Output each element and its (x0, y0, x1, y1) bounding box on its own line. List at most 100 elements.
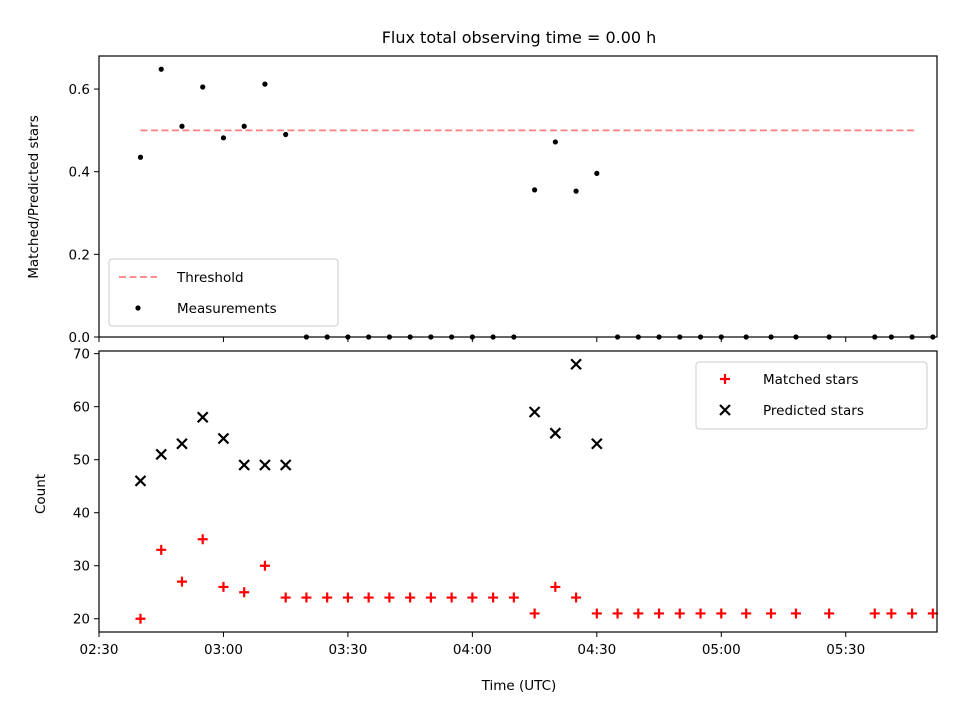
y-tick-label: 50 (73, 453, 90, 469)
y-tick-label: 40 (73, 506, 90, 522)
measurement-point (137, 154, 144, 160)
ratio-y-axis-label: Matched/Predicted stars (26, 115, 42, 278)
count-ticks: 02:30 03:00 03:30 04:00 04:30 05:00 05:30 20 30 4… (73, 347, 865, 658)
count-legend: Matched stars Predicted stars (695, 361, 928, 430)
predicted-star-point (134, 475, 147, 487)
x-axis-label: Time (UTC) (481, 678, 557, 694)
predicted-star-point (549, 427, 562, 439)
measurement-point (179, 123, 185, 129)
ratio-panel: 0.0 0.2 0.4 0.6 Matched/Predicted stars Thr… (26, 55, 938, 346)
matched-star-point (176, 576, 187, 587)
matched-star-point (363, 592, 374, 603)
matched-star-point (135, 613, 146, 624)
x-tick-label: 05:00 (702, 642, 741, 658)
y-tick-label: 0.4 (69, 165, 90, 181)
figure-title: Flux total observing time = 0.00 h (382, 28, 657, 47)
matched-star-point (550, 581, 561, 592)
matched-star-point (766, 608, 777, 619)
legend-label: Predicted stars (763, 403, 864, 419)
measurement-point (241, 123, 247, 129)
matched-star-point (425, 592, 436, 603)
matched-star-point (508, 592, 519, 603)
matched-star-point (384, 592, 395, 603)
matched-star-point (674, 608, 685, 619)
matched-star-point (446, 592, 457, 603)
measurement-point (531, 187, 538, 193)
y-tick-label: 0.0 (69, 330, 90, 346)
predicted-star-point (279, 459, 292, 471)
matched-star-point (716, 608, 727, 619)
measurement-point (594, 170, 600, 176)
x-tick-label: 04:30 (577, 642, 616, 658)
matched-star-point (280, 592, 291, 603)
matched-star-point (824, 608, 835, 619)
count-axes-frame (98, 350, 938, 633)
y-tick-label: 20 (73, 612, 90, 628)
matched-star-point (405, 592, 416, 603)
count-panel: 02:30 03:00 03:30 04:00 04:30 05:00 05:30 20 30 4… (33, 347, 938, 658)
matched-star-point (488, 592, 499, 603)
measurement-point (262, 81, 268, 87)
legend-matched-swatch (720, 374, 730, 384)
matched-star-point (654, 608, 665, 619)
matched-star-point (633, 608, 644, 619)
matched-star-point (342, 592, 353, 603)
count-marks (134, 358, 938, 624)
matched-star-point (259, 560, 270, 571)
matched-star-point (197, 534, 208, 545)
measurement-point (283, 131, 289, 138)
matched-star-point (907, 608, 918, 619)
measurement-point (200, 84, 206, 90)
ratio-ticks: 0.0 0.2 0.4 0.6 (69, 82, 847, 346)
matched-star-point (156, 544, 167, 555)
predicted-star-point (238, 459, 250, 471)
y-tick-label: 30 (73, 559, 90, 575)
legend-label: Measurements (177, 301, 277, 317)
y-tick-label: 0.2 (69, 247, 90, 263)
predicted-star-point (155, 448, 168, 461)
predicted-star-point (217, 432, 230, 445)
matched-star-point (927, 608, 938, 619)
measurement-point (552, 139, 558, 145)
matched-star-point (869, 608, 880, 619)
matched-star-point (218, 581, 229, 592)
legend-box (108, 258, 339, 327)
matched-star-point (571, 592, 582, 603)
measurement-point (573, 188, 579, 194)
matched-star-point (886, 608, 897, 619)
legend-predicted-swatch (719, 404, 731, 416)
x-tick-label: 04:00 (453, 642, 492, 658)
matched-star-point (301, 592, 312, 603)
predicted-star-point (259, 459, 271, 471)
measurement-point (158, 66, 164, 72)
predicted-star-point (570, 358, 582, 371)
count-y-axis-label: Count (33, 474, 49, 514)
x-tick-label: 05:30 (826, 642, 865, 658)
matched-star-point (612, 608, 623, 619)
x-tick-label: 03:00 (204, 642, 243, 658)
matched-star-point (741, 608, 752, 619)
legend-label: Matched stars (763, 372, 859, 388)
measurement-point (220, 135, 227, 141)
matched-star-point (591, 608, 602, 619)
ratio-axes-frame (98, 55, 938, 338)
predicted-star-point (528, 406, 541, 418)
x-tick-label: 03:30 (328, 642, 367, 658)
predicted-star-point (591, 438, 603, 450)
matched-star-point (790, 608, 801, 619)
legend-label: Threshold (176, 270, 244, 286)
matched-star-point (695, 608, 706, 619)
ratio-legend: Threshold Measurements (108, 258, 339, 327)
predicted-star-point (196, 411, 209, 424)
x-tick-label: 02:30 (80, 642, 119, 658)
matched-star-point (529, 608, 540, 619)
y-tick-label: 60 (73, 400, 90, 416)
matched-star-point (322, 592, 333, 603)
matched-star-point (239, 587, 250, 598)
legend-box (695, 361, 928, 430)
matched-star-point (467, 592, 478, 603)
y-tick-label: 0.6 (69, 82, 90, 98)
y-tick-label: 70 (73, 347, 90, 363)
legend-measurement-swatch (135, 305, 141, 311)
